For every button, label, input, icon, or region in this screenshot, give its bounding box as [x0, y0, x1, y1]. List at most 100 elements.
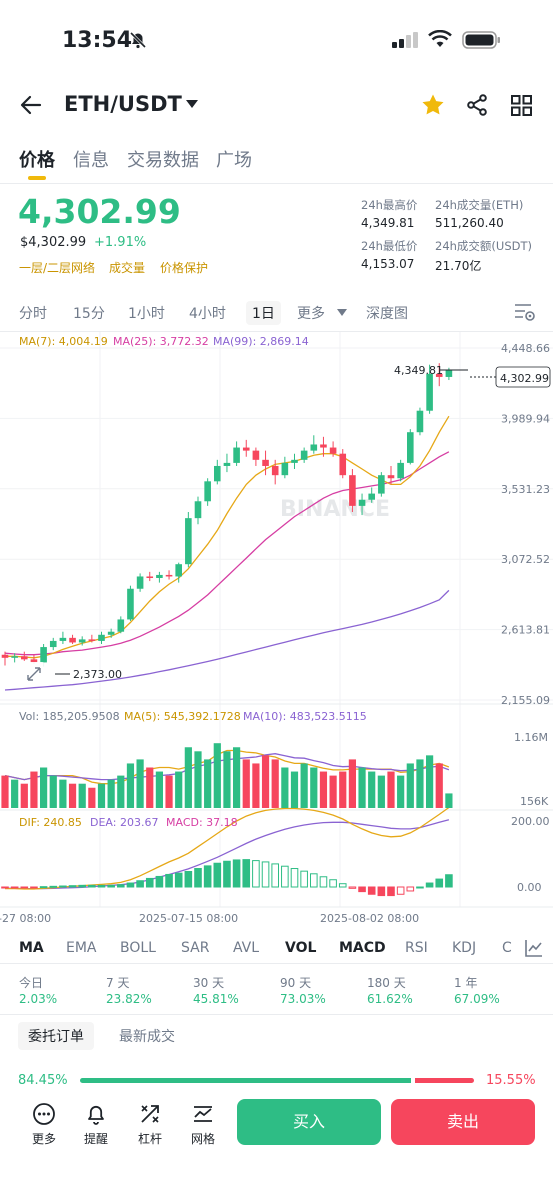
- timeframe-1d[interactable]: 1日: [246, 301, 281, 325]
- share-icon[interactable]: [466, 94, 488, 116]
- volume-label: 24h成交量(ETH): [435, 198, 524, 212]
- leverage-icon[interactable]: [138, 1102, 162, 1126]
- y-tick-label: 2,613.81: [501, 624, 550, 637]
- macd-histogram-bar: [136, 880, 144, 888]
- volume-bar: [416, 759, 424, 808]
- y-tick-label: 2,155.09: [501, 694, 550, 707]
- macd-histogram-bar: [1, 886, 9, 889]
- indicator-boll[interactable]: BOLL: [120, 940, 156, 956]
- tag-price-protection[interactable]: 价格保护: [160, 261, 209, 275]
- candle-body: [49, 640, 57, 648]
- candle-body: [204, 481, 211, 502]
- indicator-avl[interactable]: AVL: [233, 940, 260, 956]
- volume-bar: [175, 771, 183, 808]
- timeframe-line[interactable]: 分时: [19, 306, 47, 322]
- alert-bell-icon[interactable]: [84, 1102, 108, 1126]
- macd-histogram-bar: [59, 885, 67, 888]
- candle-body: [146, 576, 154, 579]
- indicator-rsi[interactable]: RSI: [405, 940, 428, 956]
- grid-menu-icon[interactable]: [511, 95, 532, 116]
- candle-body: [214, 465, 221, 482]
- grid-trading-icon[interactable]: [191, 1102, 215, 1126]
- macd-histogram-bar: [242, 859, 251, 888]
- macd-histogram-bar: [78, 884, 87, 888]
- timeframe-15m[interactable]: 15分: [73, 306, 105, 322]
- low-value: 4,153.07: [361, 257, 415, 271]
- more-label[interactable]: 更多: [31, 1132, 56, 1146]
- timeframe-1h[interactable]: 1小时: [128, 306, 165, 322]
- sell-button[interactable]: 卖出: [391, 1099, 535, 1145]
- perf-value-7d: 23.82%: [106, 992, 152, 1006]
- chevron-down-icon[interactable]: [186, 100, 198, 108]
- indicator-kdj[interactable]: KDJ: [452, 940, 477, 956]
- indicator-c[interactable]: C: [502, 940, 512, 956]
- volume-bar: [397, 775, 405, 808]
- volume-bar: [68, 783, 77, 808]
- indicator-macd[interactable]: MACD: [339, 940, 386, 956]
- timeframe-more[interactable]: 更多: [297, 306, 325, 322]
- volume-bar: [387, 771, 395, 808]
- candle-body: [378, 475, 385, 494]
- expand-chart-icon[interactable]: [22, 662, 46, 686]
- volume-bar: [184, 747, 192, 808]
- macd-histogram-bar: [68, 885, 77, 888]
- indicator-divider: [0, 963, 553, 964]
- volume-bar: [339, 771, 347, 808]
- more-dots-icon[interactable]: [32, 1102, 56, 1126]
- volume-bar: [329, 775, 337, 808]
- buy-button[interactable]: 买入: [237, 1099, 381, 1145]
- candle-body: [320, 444, 327, 448]
- high-value: 4,349.81: [361, 216, 415, 230]
- wifi-icon: [428, 30, 452, 47]
- perf-value-90d: 73.03%: [280, 992, 326, 1006]
- volume-bar: [406, 763, 414, 808]
- grid-label[interactable]: 网格: [190, 1132, 215, 1146]
- favorite-star-icon[interactable]: [421, 93, 445, 117]
- indicator-ema[interactable]: EMA: [66, 940, 97, 956]
- perf-label-90d: 90 天: [280, 976, 312, 990]
- back-arrow-icon[interactable]: [20, 94, 42, 116]
- candle-body: [281, 462, 289, 476]
- volume-bar: [59, 779, 67, 808]
- volume-bar: [126, 763, 135, 808]
- macd-histogram-bar: [271, 863, 279, 888]
- candle-body: [339, 453, 347, 476]
- perf-label-today: 今日: [19, 976, 44, 990]
- macd-histogram-bar: [117, 884, 125, 888]
- volume-bar: [213, 743, 221, 808]
- tab-square[interactable]: 广场: [216, 150, 252, 171]
- indicator-vol[interactable]: VOL: [285, 940, 317, 956]
- timeframe-4h[interactable]: 4小时: [189, 306, 226, 322]
- indicator-sar[interactable]: SAR: [181, 940, 210, 956]
- high-label: 24h最高价: [361, 198, 418, 212]
- chart-grid: [0, 332, 553, 908]
- tab-order-book[interactable]: 委托订单: [18, 1022, 94, 1050]
- leverage-label[interactable]: 杠杆: [137, 1132, 162, 1146]
- volume-bar: [271, 759, 279, 808]
- alert-label[interactable]: 提醒: [83, 1132, 108, 1146]
- indicator-settings-icon[interactable]: [525, 939, 543, 957]
- volume-bar: [319, 771, 328, 808]
- timeframe-depth[interactable]: 深度图: [366, 306, 408, 322]
- pair-title[interactable]: ETH/USDT: [64, 92, 182, 116]
- tag-volume[interactable]: 成交量: [109, 261, 146, 275]
- candlestick-chart[interactable]: BINANCE 4,448.66 3,989.94 3,531.23 3,072.52…: [0, 332, 553, 930]
- macd-histogram-bar: [184, 870, 193, 888]
- macd-tick-label: 200.00: [511, 815, 550, 828]
- more-caret-icon[interactable]: [337, 309, 347, 316]
- tag-layer-network[interactable]: 一层/二层网络: [19, 261, 96, 275]
- volume-bar: [426, 755, 434, 808]
- macd-histogram-bar: [213, 862, 222, 888]
- volume-bar: [358, 767, 366, 808]
- tab-info[interactable]: 信息: [73, 150, 109, 171]
- tab-price[interactable]: 价格: [19, 150, 55, 171]
- tab-trading-data[interactable]: 交易数据: [127, 150, 199, 171]
- indicator-ma[interactable]: MA: [19, 940, 44, 956]
- tab-recent-trades[interactable]: 最新成交: [119, 1029, 175, 1045]
- candle-body: [1, 654, 9, 658]
- macd-histogram-bar: [281, 865, 289, 888]
- volume-bar: [11, 779, 19, 808]
- candle-body: [40, 647, 47, 663]
- chart-settings-icon[interactable]: [514, 302, 536, 322]
- volume-bar: [261, 755, 270, 808]
